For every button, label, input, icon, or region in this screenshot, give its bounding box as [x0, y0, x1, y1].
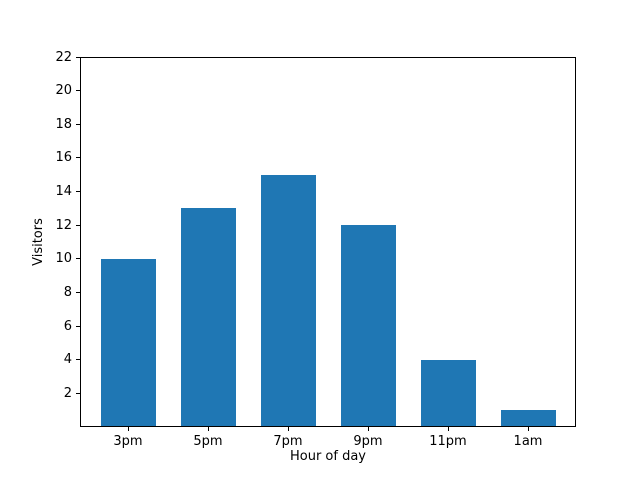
y-tick-label: 18: [55, 116, 72, 132]
x-tick-mark: [448, 427, 449, 431]
y-tick-label: 2: [63, 385, 72, 401]
bar-11pm: [420, 359, 476, 427]
y-tick-label: 6: [63, 318, 72, 334]
bar-5pm: [180, 208, 236, 427]
y-tick-mark: [76, 291, 80, 293]
y-tick-mark: [76, 157, 80, 159]
x-tick-label: 11pm: [429, 434, 467, 449]
x-tick-label: 3pm: [113, 434, 143, 449]
x-tick-mark: [208, 427, 209, 431]
y-tick-label: 12: [55, 217, 72, 233]
y-tick-label: 8: [63, 284, 72, 300]
y-tick-mark: [76, 56, 80, 58]
bar-7pm: [260, 174, 316, 427]
x-tick-label: 7pm: [273, 434, 303, 449]
y-tick-mark: [76, 90, 80, 92]
x-tick-mark: [528, 427, 529, 431]
x-tick-mark: [128, 427, 129, 431]
x-tick-mark: [368, 427, 369, 431]
x-tick-label: 1am: [513, 434, 543, 449]
x-tick-label: 9pm: [353, 434, 383, 449]
y-tick-mark: [76, 123, 80, 125]
bar-3pm: [100, 258, 156, 427]
y-axis-title: Visitors: [31, 218, 46, 266]
y-tick-mark: [76, 325, 80, 327]
y-tick-mark: [76, 392, 80, 394]
y-tick-mark: [76, 191, 80, 193]
y-tick-mark: [76, 258, 80, 260]
y-tick-mark: [76, 224, 80, 226]
y-tick-mark: [76, 359, 80, 361]
bar-9pm: [340, 225, 396, 427]
y-tick-label: 14: [55, 184, 72, 200]
bar-1am: [500, 410, 556, 427]
x-axis-title: Hour of day: [289, 449, 367, 464]
y-tick-label: 22: [55, 49, 72, 65]
y-tick-label: 10: [55, 251, 72, 267]
y-tick-label: 16: [55, 150, 72, 166]
x-tick-label: 5pm: [193, 434, 223, 449]
y-tick-label: 4: [63, 352, 72, 368]
x-tick-mark: [288, 427, 289, 431]
y-tick-label: 20: [55, 83, 72, 99]
